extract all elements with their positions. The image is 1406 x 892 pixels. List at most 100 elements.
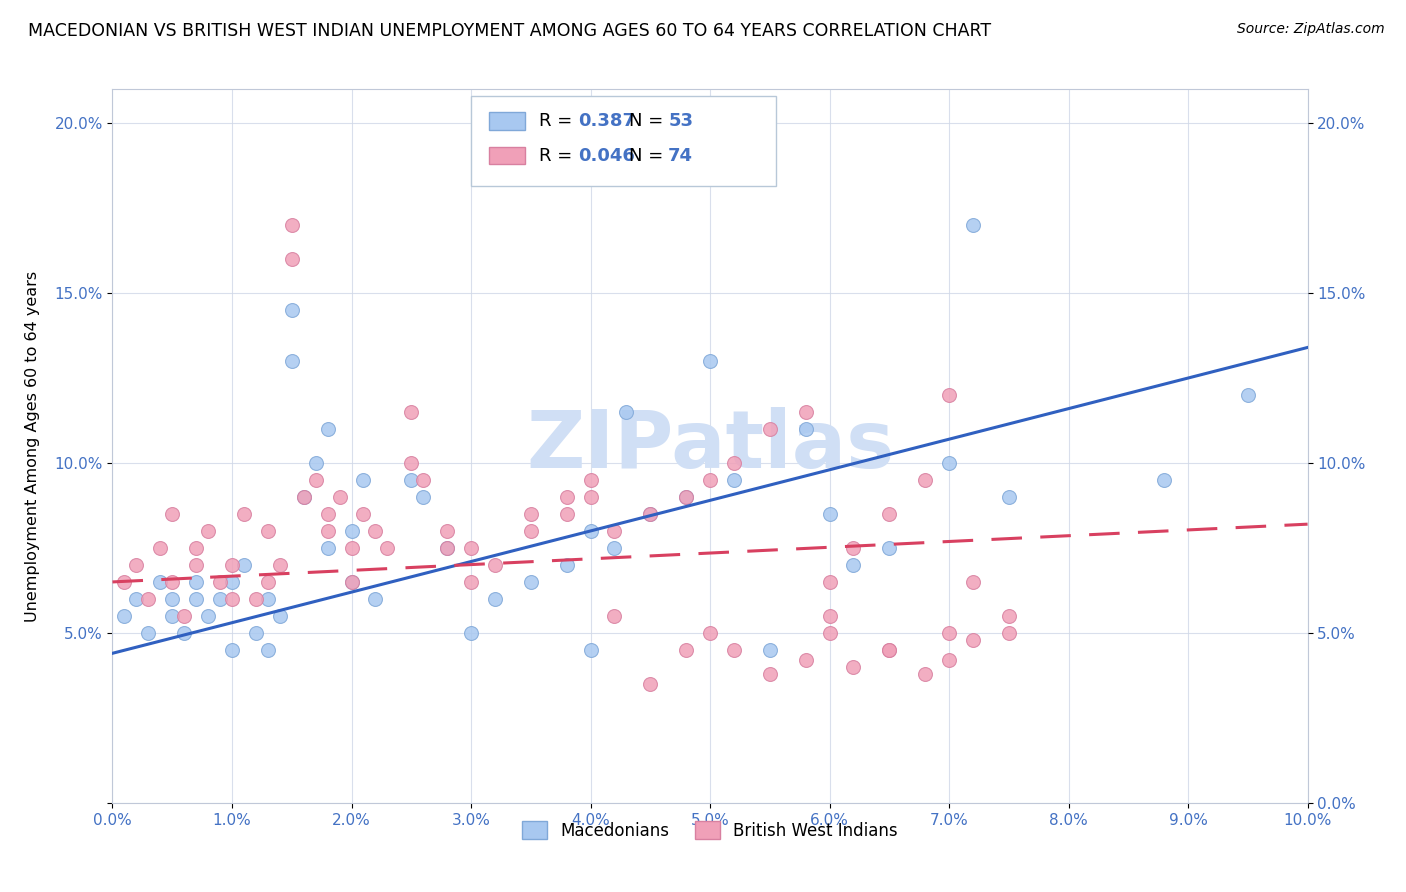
Point [998,626,1021,640]
Point [233,507,256,521]
Point [603,524,626,538]
Point [162,507,183,521]
Point [759,643,782,657]
Point [938,653,960,667]
Point [114,608,135,623]
Point [281,218,304,232]
Point [579,473,602,487]
Point [233,558,256,572]
Point [520,507,543,521]
Point [879,507,901,521]
Point [305,456,328,470]
Point [292,490,315,504]
Point [412,490,434,504]
Point [520,524,543,538]
Point [209,591,232,606]
Point [281,303,304,318]
Point [794,653,817,667]
Point [269,558,291,572]
Point [998,608,1021,623]
Text: R =: R = [538,146,578,164]
Point [221,558,243,572]
Point [640,507,662,521]
Point [723,456,745,470]
Point [197,524,219,538]
Text: N =: N = [628,146,669,164]
Point [699,473,721,487]
Point [316,422,339,436]
Point [842,660,865,674]
Point [316,541,339,555]
Point [257,524,280,538]
Point [484,558,506,572]
Point [579,643,602,657]
Y-axis label: Unemployment Among Ages 60 to 64 years: Unemployment Among Ages 60 to 64 years [25,270,41,622]
Point [221,574,243,589]
Point [962,218,984,232]
FancyBboxPatch shape [489,112,524,130]
Point [962,574,984,589]
Point [257,574,280,589]
Text: 0.387: 0.387 [579,112,636,130]
Text: R =: R = [538,112,578,130]
Point [292,490,315,504]
Point [401,473,423,487]
Point [353,507,375,521]
Point [723,643,745,657]
Point [914,473,936,487]
Point [842,541,865,555]
Legend: Macedonians, British West Indians: Macedonians, British West Indians [515,814,905,848]
Point [412,473,434,487]
Point [364,524,387,538]
Point [759,422,782,436]
Text: MACEDONIAN VS BRITISH WEST INDIAN UNEMPLOYMENT AMONG AGES 60 TO 64 YEARS CORRELA: MACEDONIAN VS BRITISH WEST INDIAN UNEMPL… [28,22,991,40]
Point [484,591,506,606]
Point [818,507,841,521]
Point [281,354,304,368]
Point [186,541,208,555]
Point [138,591,160,606]
Text: N =: N = [628,112,669,130]
Point [914,666,936,681]
Point [436,524,458,538]
Point [197,608,219,623]
Point [555,558,578,572]
Point [879,643,901,657]
Point [245,591,267,606]
Point [162,591,183,606]
Point [640,507,662,521]
Point [759,666,782,681]
Point [818,574,841,589]
Point [305,473,328,487]
Point [364,591,387,606]
Point [579,490,602,504]
Point [162,574,183,589]
Point [186,574,208,589]
Point [125,591,148,606]
Point [436,541,458,555]
Point [938,626,960,640]
Point [221,643,243,657]
Point [209,574,232,589]
Point [1237,388,1260,402]
Point [579,524,602,538]
Point [186,558,208,572]
Point [723,473,745,487]
FancyBboxPatch shape [489,146,524,164]
Point [281,252,304,266]
Point [340,524,363,538]
Point [221,591,243,606]
Point [794,405,817,419]
Point [114,574,135,589]
Point [1153,473,1175,487]
Point [340,541,363,555]
Point [675,490,697,504]
Point [149,574,172,589]
Point [186,591,208,606]
Point [138,626,160,640]
Point [173,626,195,640]
Point [316,524,339,538]
Point [962,632,984,647]
Point [842,558,865,572]
Point [340,574,363,589]
